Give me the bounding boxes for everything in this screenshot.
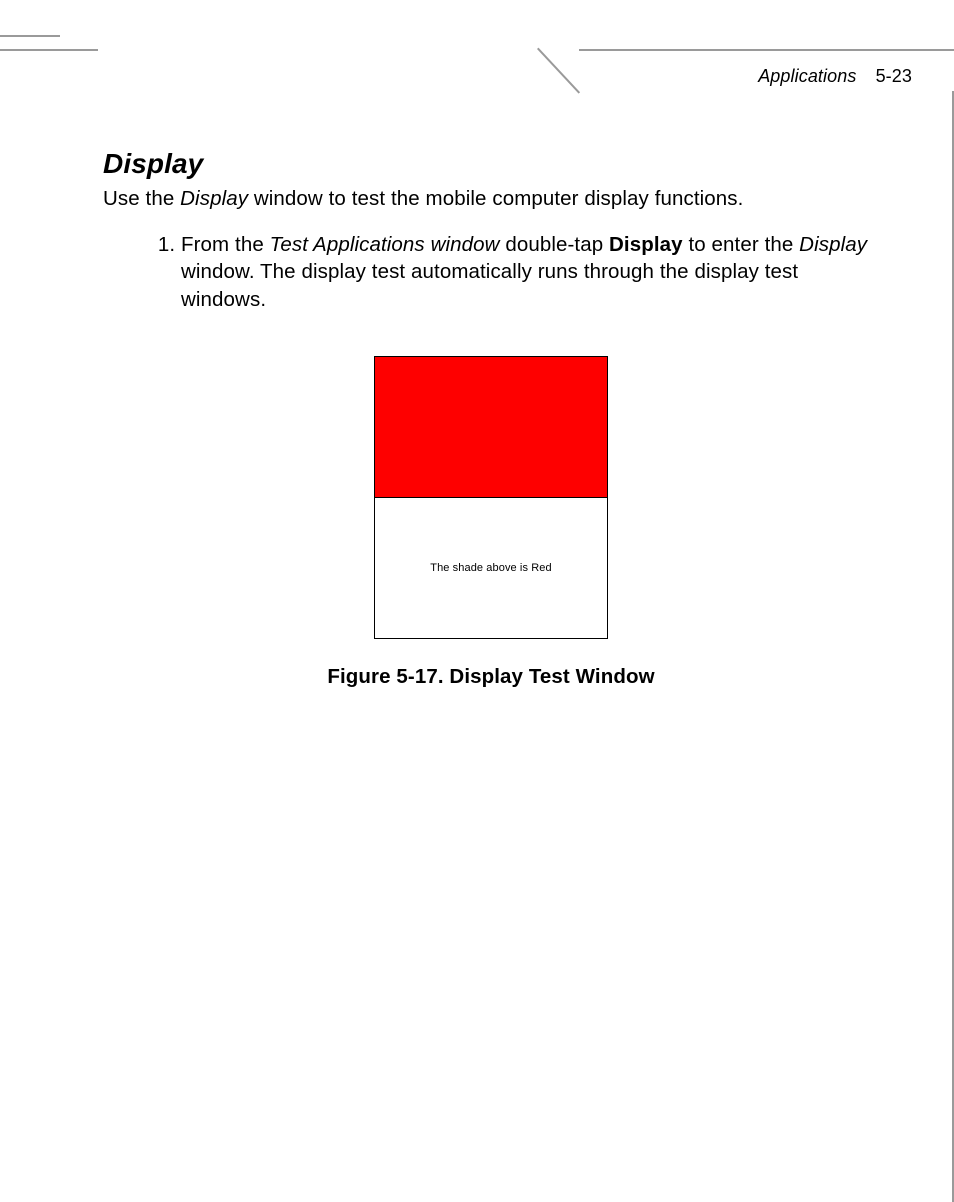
display-test-window: The shade above is Red (374, 356, 608, 639)
intro-italic: Display (180, 187, 248, 210)
header-rule-right (579, 49, 954, 51)
page-number: 5-23 (876, 66, 912, 86)
header-rule-slant (537, 48, 580, 94)
intro-paragraph: Use the Display window to test the mobil… (103, 186, 879, 213)
page-content: Display Use the Display window to test t… (103, 148, 879, 689)
intro-pre: Use the (103, 187, 180, 210)
figure-wrapper: The shade above is Red Figure 5-17. Disp… (103, 356, 879, 689)
shade-caption: The shade above is Red (430, 562, 551, 574)
figure-caption: Figure 5-17. Display Test Window (327, 665, 654, 689)
color-swatch (375, 357, 607, 497)
steps-list: From the Test Applications window double… (103, 231, 879, 314)
s1-mid1: double-tap (500, 233, 609, 256)
s1-mid2: to enter the (683, 233, 800, 256)
header-rule-stub (0, 35, 60, 37)
step-1: From the Test Applications window double… (181, 231, 879, 314)
header-rule-left (0, 49, 98, 51)
section-heading: Display (103, 148, 879, 180)
s1-it1: Test Applications window (270, 233, 500, 256)
page-header: Applications 5-23 (758, 66, 912, 87)
s1-post: window. The display test automatically r… (181, 260, 798, 311)
s1-pre: From the (181, 233, 270, 256)
s1-it2: Display (799, 233, 867, 256)
intro-post: window to test the mobile computer displ… (248, 187, 743, 210)
s1-bold: Display (609, 233, 683, 256)
section-name: Applications (758, 66, 856, 86)
shade-caption-area: The shade above is Red (375, 497, 607, 638)
